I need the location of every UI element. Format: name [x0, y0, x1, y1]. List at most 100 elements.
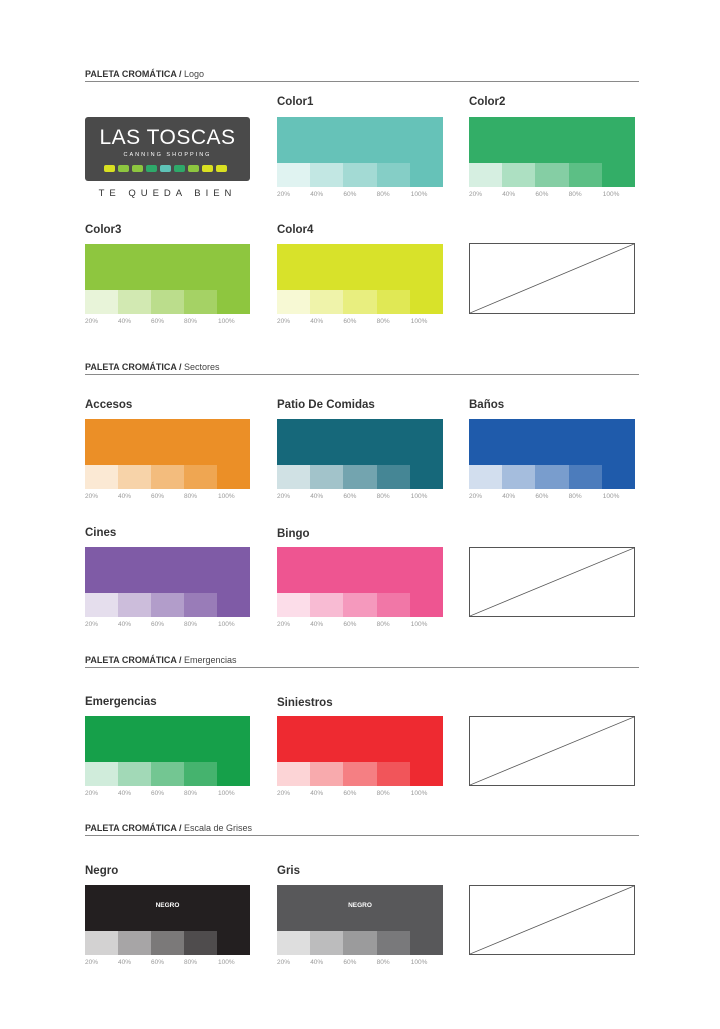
percent-label: 100% — [410, 790, 428, 797]
tint-row — [469, 163, 636, 187]
tint-cell — [409, 593, 444, 617]
tint-row — [277, 163, 444, 187]
tint-cell — [217, 762, 250, 786]
percent-label: 20% — [469, 191, 483, 198]
main-color-block — [277, 419, 443, 465]
percent-label: 40% — [310, 790, 324, 797]
tint-row — [85, 931, 250, 955]
percent-label: 20% — [85, 790, 99, 797]
percent-label: 80% — [376, 318, 390, 325]
tint-cell — [184, 290, 217, 314]
tint-cell — [376, 290, 410, 314]
tint-row — [277, 931, 444, 955]
main-color-block — [277, 716, 443, 762]
tint-cell — [310, 762, 344, 786]
swatch-title: Cines — [85, 527, 117, 539]
logo-dot — [146, 165, 157, 172]
tint-cell — [343, 762, 377, 786]
swatch-title: Color1 — [277, 96, 314, 108]
logo-dot — [174, 165, 185, 172]
tint-row — [277, 593, 444, 617]
section-header-title: PALETA CROMÁTICA / — [85, 655, 182, 665]
percent-label: 60% — [343, 318, 357, 325]
section-header-subtitle: Sectores — [181, 362, 220, 372]
section-header-subtitle: Escala de Grises — [181, 823, 253, 833]
tint-cell — [535, 465, 569, 489]
percent-label: 40% — [118, 493, 132, 500]
percent-label: 80% — [184, 959, 198, 966]
tint-cell — [376, 465, 410, 489]
tint-cell — [217, 465, 250, 489]
tint-cell — [469, 465, 503, 489]
tint-cell — [409, 163, 444, 187]
main-color-block — [277, 244, 443, 290]
tint-cell — [217, 931, 250, 955]
percent-label: 80% — [376, 493, 390, 500]
percent-label: 80% — [376, 191, 390, 198]
percent-label: 20% — [277, 318, 291, 325]
swatch-title: Gris — [277, 865, 301, 877]
tint-cell — [376, 931, 410, 955]
percent-label: 100% — [218, 318, 235, 325]
tint-cell — [118, 290, 151, 314]
tint-cell — [184, 593, 217, 617]
tint-cell — [601, 465, 636, 489]
percent-label: 20% — [85, 318, 99, 325]
section-header-subtitle: Logo — [181, 69, 205, 79]
tint-cell — [310, 931, 344, 955]
percent-label: 60% — [343, 621, 357, 628]
percent-label: 80% — [376, 959, 390, 966]
swatch-title: Color3 — [85, 224, 122, 236]
tint-cell — [409, 762, 444, 786]
tint-cell — [277, 465, 311, 489]
section-header-subtitle: Emergencias — [181, 655, 237, 665]
tint-row — [469, 465, 636, 489]
main-color-block: NEGRO — [85, 885, 250, 931]
tint-cell — [277, 931, 311, 955]
logo-dot — [188, 165, 199, 172]
percent-label: 60% — [151, 621, 165, 628]
tint-cell — [343, 290, 377, 314]
swatch-title: Color2 — [469, 96, 506, 108]
percent-label: 40% — [502, 191, 516, 198]
swatch-title: Emergencias — [85, 696, 157, 708]
logo-dot — [132, 165, 143, 172]
tint-cell — [343, 465, 377, 489]
empty-placeholder-box — [469, 243, 635, 314]
percent-label: 40% — [310, 621, 324, 628]
section-header-emergencias: PALETA CROMÁTICA / Emergencias — [85, 654, 639, 668]
tint-cell — [118, 931, 151, 955]
tint-row — [85, 290, 250, 314]
tint-cell — [343, 931, 377, 955]
tint-cell — [502, 465, 536, 489]
percent-label: 40% — [118, 790, 132, 797]
logo-dot — [160, 165, 171, 172]
tint-cell — [151, 465, 184, 489]
logo-tagline: TE QUEDA BIEN — [98, 188, 237, 199]
percent-label: 80% — [568, 191, 582, 198]
tint-cell — [409, 465, 444, 489]
main-color-block — [85, 244, 250, 290]
main-color-block — [85, 547, 250, 593]
percent-label: 100% — [218, 959, 235, 966]
tint-cell — [85, 465, 118, 489]
tint-cell — [568, 163, 602, 187]
section-header-logo: PALETA CROMÁTICA / Logo — [85, 68, 639, 82]
percent-label: 100% — [410, 959, 428, 966]
percent-label: 100% — [602, 191, 620, 198]
tint-cell — [376, 593, 410, 617]
percent-label: 80% — [184, 493, 198, 500]
percent-label: 20% — [277, 790, 291, 797]
swatch-title: Bingo — [277, 528, 310, 540]
logo-subtitle: CANNING SHOPPING — [123, 152, 212, 158]
tint-cell — [151, 931, 184, 955]
percent-label: 20% — [85, 621, 99, 628]
tint-cell — [409, 931, 444, 955]
tint-cell — [277, 762, 311, 786]
inner-label: NEGRO — [155, 902, 180, 909]
tint-cell — [217, 593, 250, 617]
main-color-block: NEGRO — [277, 885, 443, 931]
swatch-title: Accesos — [85, 399, 133, 411]
percent-label: 80% — [376, 621, 390, 628]
tint-row — [277, 465, 444, 489]
